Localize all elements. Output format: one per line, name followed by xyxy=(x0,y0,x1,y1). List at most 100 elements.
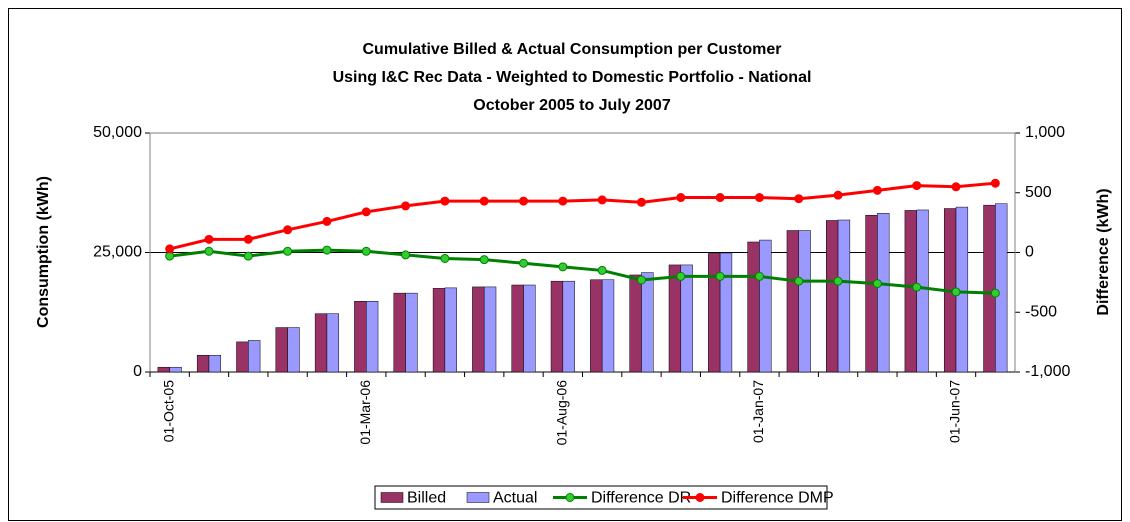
bar xyxy=(641,272,654,373)
point xyxy=(912,282,922,292)
legend-label: Difference DMP xyxy=(721,490,834,507)
bar xyxy=(668,264,682,373)
point xyxy=(833,276,843,286)
point xyxy=(401,250,411,260)
point xyxy=(361,246,371,256)
bar xyxy=(865,214,878,373)
bar xyxy=(708,253,721,373)
legend-box xyxy=(374,485,828,510)
point xyxy=(204,246,214,256)
bar xyxy=(680,264,693,373)
chart-title: Cumulative Billed & Actual Consumption p… xyxy=(362,41,781,58)
point xyxy=(990,178,1000,188)
point xyxy=(794,194,804,204)
legend-label: Actual xyxy=(493,490,537,507)
bar xyxy=(759,239,772,373)
point xyxy=(519,258,529,268)
y-tick-label: 0 xyxy=(133,363,142,380)
point xyxy=(636,197,646,207)
point xyxy=(322,245,332,255)
bar xyxy=(444,287,457,373)
x-tick-label: 01-Aug-06 xyxy=(554,380,570,446)
bar xyxy=(314,313,328,373)
bar xyxy=(366,301,379,373)
point xyxy=(715,193,725,203)
y-tick-label: 25,000 xyxy=(93,244,142,261)
point xyxy=(479,196,489,206)
point xyxy=(558,196,568,206)
x-tick-label: 01-Jan-07 xyxy=(750,380,766,443)
y-tick-label: 50,000 xyxy=(93,124,142,141)
point xyxy=(597,265,607,275)
bar xyxy=(472,286,485,373)
bar xyxy=(601,279,615,373)
bar xyxy=(550,280,564,373)
bar xyxy=(236,341,249,373)
x-tick-label: 01-Jun-07 xyxy=(947,380,963,443)
bar xyxy=(877,213,890,373)
chart-subtitle: October 2005 to July 2007 xyxy=(473,97,671,114)
x-tick-label: 01-Oct-05 xyxy=(160,380,176,442)
bar xyxy=(483,286,497,373)
bar xyxy=(208,355,222,373)
point xyxy=(361,207,371,217)
bar xyxy=(719,252,733,373)
point xyxy=(243,251,253,261)
bar xyxy=(432,288,446,373)
y2-tick-label: 1,000 xyxy=(1025,124,1065,141)
bar xyxy=(196,355,210,373)
y2-tick-label: -500 xyxy=(1025,303,1057,320)
point xyxy=(872,185,882,195)
point xyxy=(322,216,332,226)
bar xyxy=(326,313,339,373)
point xyxy=(676,271,686,281)
legend-label: Difference DR xyxy=(591,490,691,507)
point xyxy=(951,182,961,192)
point xyxy=(165,244,175,254)
bar xyxy=(562,280,575,373)
y-axis-title: Consumption (kWh) xyxy=(35,176,52,328)
bar xyxy=(248,340,261,373)
line xyxy=(169,181,996,251)
bar xyxy=(629,274,642,373)
point xyxy=(243,234,253,244)
bar xyxy=(747,241,760,373)
bar xyxy=(275,327,288,373)
point xyxy=(283,225,293,235)
point xyxy=(676,193,686,203)
bar xyxy=(157,366,170,373)
y2-axis-title: Difference (kWh) xyxy=(1095,188,1112,315)
point xyxy=(754,271,764,281)
bar xyxy=(798,230,811,373)
bar xyxy=(786,230,799,373)
bar xyxy=(995,203,1008,373)
line xyxy=(169,248,996,295)
legend-marker xyxy=(565,493,575,502)
bar xyxy=(523,284,536,373)
bar xyxy=(983,204,996,373)
y2-tick-label: -1,000 xyxy=(1025,363,1070,380)
point xyxy=(636,275,646,285)
bar xyxy=(169,366,182,373)
bar xyxy=(590,279,603,373)
chart-subtitle: Using I&C Rec Data - Weighted to Domesti… xyxy=(333,69,812,86)
legend-marker xyxy=(695,493,705,502)
bar xyxy=(405,292,418,373)
y2-tick-label: 500 xyxy=(1025,184,1052,201)
point xyxy=(951,287,961,297)
point xyxy=(597,195,607,205)
point xyxy=(715,271,725,281)
x-tick-label: 01-Mar-06 xyxy=(357,380,373,445)
point xyxy=(519,196,529,206)
point xyxy=(912,181,922,191)
bar xyxy=(837,219,851,373)
point xyxy=(283,246,293,256)
bar xyxy=(511,284,524,373)
bar xyxy=(393,292,406,373)
bar xyxy=(354,301,367,373)
point xyxy=(794,276,804,286)
point xyxy=(990,288,1000,298)
point xyxy=(401,201,411,211)
